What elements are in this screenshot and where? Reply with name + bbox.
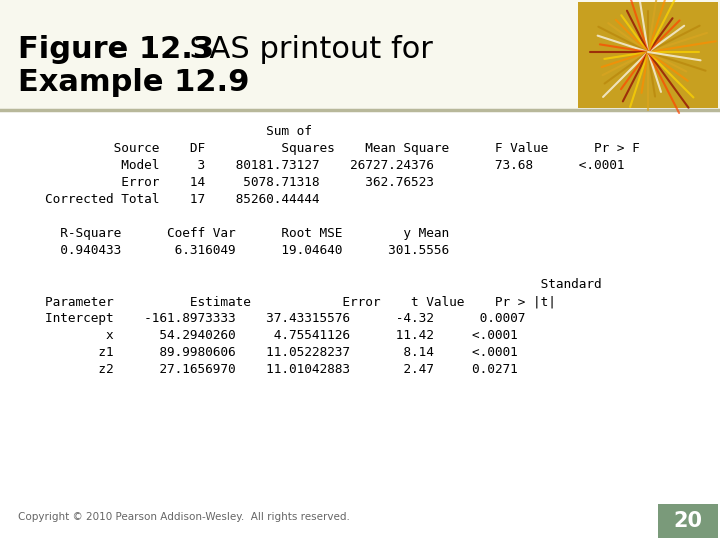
Text: z1      89.9980606    11.05228237       8.14     <.0001: z1 89.9980606 11.05228237 8.14 <.0001	[45, 346, 518, 359]
Text: 20: 20	[673, 511, 703, 531]
Text: x      54.2940260     4.75541126      11.42     <.0001: x 54.2940260 4.75541126 11.42 <.0001	[45, 329, 518, 342]
Text: Figure 12.3: Figure 12.3	[18, 35, 214, 64]
Text: Error    14     5078.71318      362.76523: Error 14 5078.71318 362.76523	[45, 176, 434, 189]
Text: Source    DF          Squares    Mean Square      F Value      Pr > F: Source DF Squares Mean Square F Value Pr…	[45, 142, 640, 155]
Text: Corrected Total    17    85260.44444: Corrected Total 17 85260.44444	[45, 193, 320, 206]
Text: Example 12.9: Example 12.9	[18, 68, 250, 97]
Text: Model     3    80181.73127    26727.24376        73.68      <.0001: Model 3 80181.73127 26727.24376 73.68 <.…	[45, 159, 624, 172]
Text: Intercept    -161.8973333    37.43315576      -4.32      0.0007: Intercept -161.8973333 37.43315576 -4.32…	[45, 312, 526, 325]
Text: Sum of: Sum of	[45, 125, 312, 138]
Bar	[578, 2, 718, 108]
Text: R-Square      Coeff Var      Root MSE        y Mean: R-Square Coeff Var Root MSE y Mean	[45, 227, 449, 240]
Text: Standard: Standard	[45, 278, 602, 291]
Bar	[578, 2, 718, 108]
Text: SAS printout for: SAS printout for	[170, 35, 433, 64]
Text: Parameter          Estimate            Error    t Value    Pr > |t|: Parameter Estimate Error t Value Pr > |t…	[45, 295, 556, 308]
Text: 0.940433       6.316049      19.04640      301.5556: 0.940433 6.316049 19.04640 301.5556	[45, 244, 449, 257]
Text: z2      27.1656970    11.01042883       2.47     0.0271: z2 27.1656970 11.01042883 2.47 0.0271	[45, 363, 518, 376]
Text: Copyright © 2010 Pearson Addison-Wesley.  All rights reserved.: Copyright © 2010 Pearson Addison-Wesley.…	[18, 512, 350, 522]
Bar	[0, 0, 720, 110]
Bar	[658, 504, 718, 538]
